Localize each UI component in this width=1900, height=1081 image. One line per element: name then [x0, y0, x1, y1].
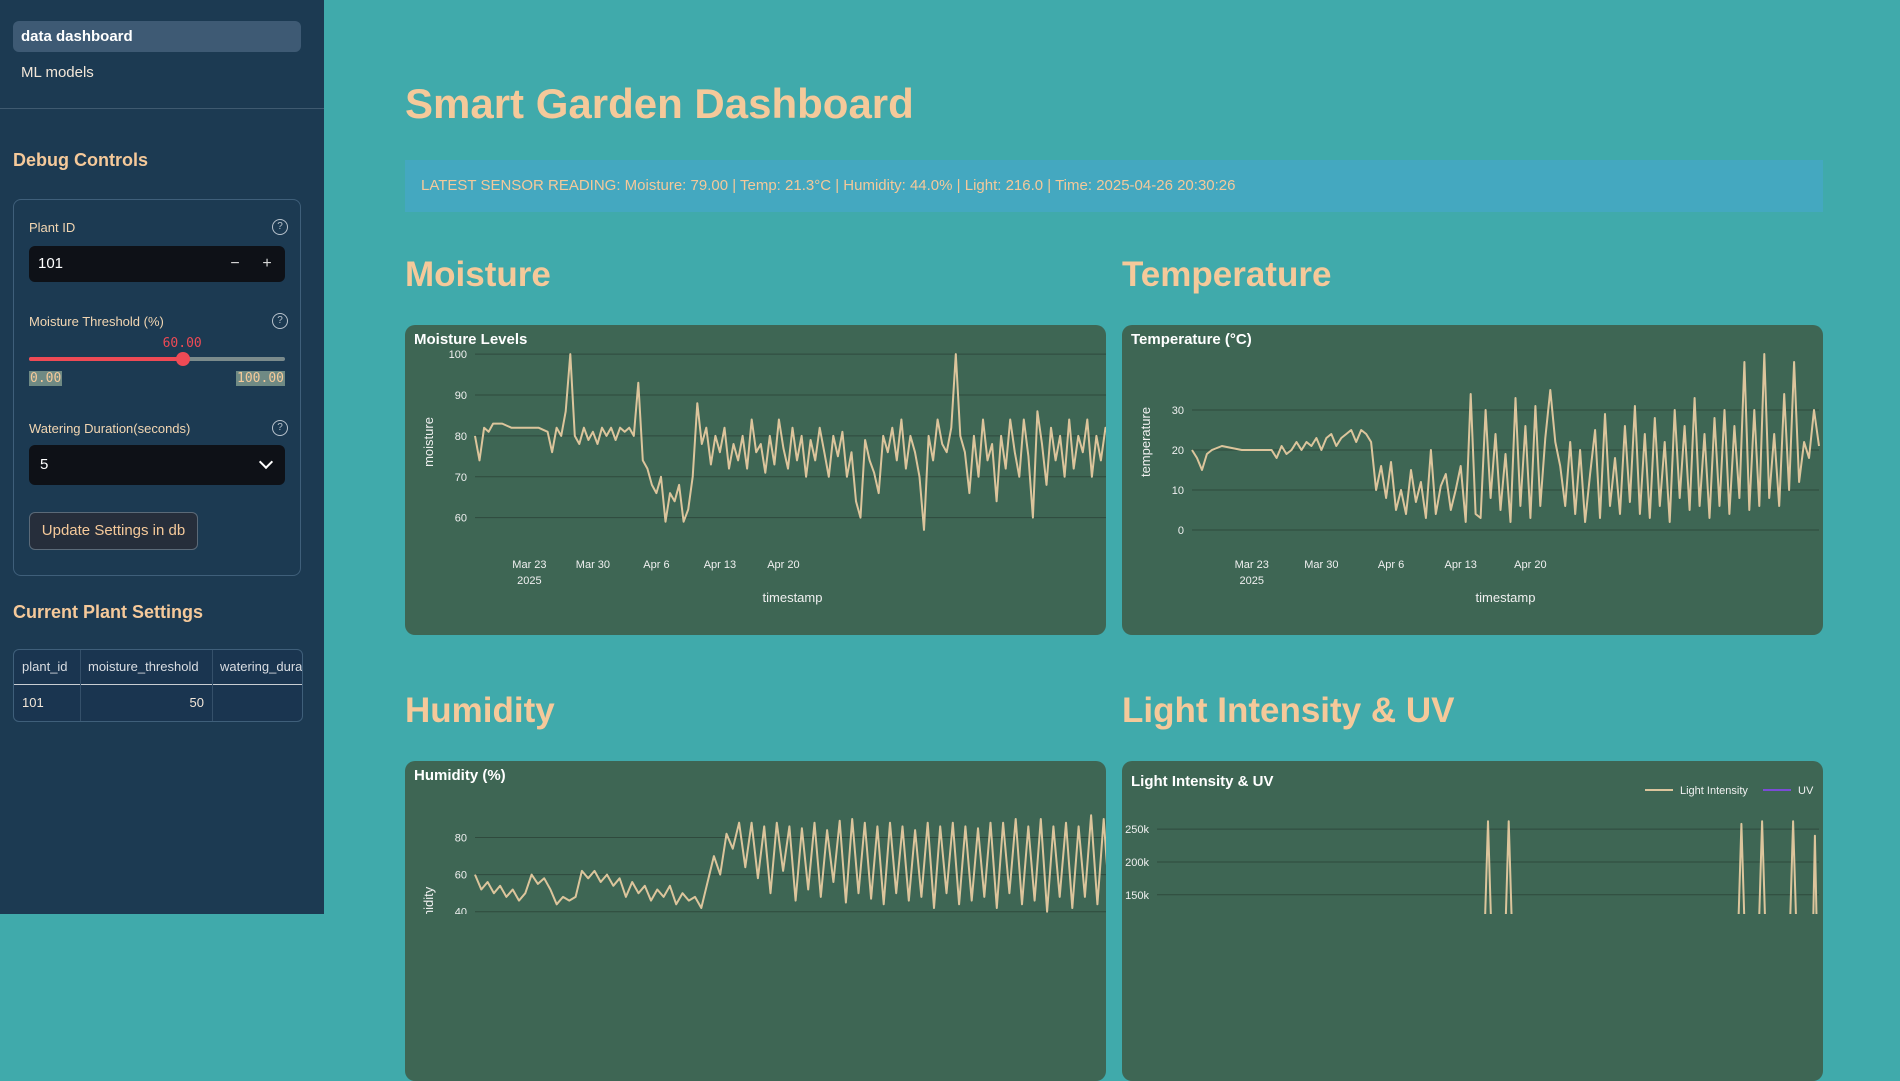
y-tick-label: 200k	[1125, 857, 1149, 869]
y-tick-label: 100	[449, 349, 467, 361]
x-tick-label: Apr 6	[643, 559, 669, 571]
latest-reading-banner: LATEST SENSOR READING: Moisture: 79.00 |…	[405, 160, 1823, 212]
update-settings-button[interactable]: Update Settings in db	[29, 512, 198, 550]
chevron-down-icon	[258, 454, 274, 470]
current-settings-heading: Current Plant Settings	[13, 602, 204, 622]
x-tick-label: Mar 23	[512, 559, 546, 571]
x-tick-label: Mar 30	[1304, 559, 1338, 571]
humidity-chart-svg: 40 60 80 humidity	[421, 814, 1106, 914]
x-tick-label: Apr 13	[1445, 559, 1477, 571]
plant-id-input[interactable]: 101 − +	[29, 246, 285, 282]
decrement-button[interactable]: −	[230, 255, 240, 272]
y-tick-label: 20	[1172, 445, 1184, 457]
legend-label: UV	[1798, 785, 1814, 797]
help-icon[interactable]: ?	[272, 420, 288, 436]
x-axis-label: timestamp	[1476, 590, 1536, 605]
series-line	[474, 814, 1106, 913]
light-uv-chart[interactable]: Light Intensity & UV 150k 200k 250k Light I…	[1122, 761, 1823, 1081]
x-tick-label: Apr 6	[1378, 559, 1404, 571]
table-header-watering-duration[interactable]: watering_dura	[220, 659, 302, 674]
debug-controls-heading: Debug Controls	[13, 150, 148, 170]
series-line	[1191, 353, 1820, 523]
y-tick-label: 10	[1172, 485, 1184, 497]
section-title-humidity: Humidity	[405, 691, 555, 730]
plant-settings-table[interactable]: plant_id moisture_threshold watering_dur…	[13, 649, 303, 722]
y-tick-label: 250k	[1125, 824, 1149, 836]
y-axis-label: moisture	[421, 417, 436, 467]
y-tick-label: 70	[455, 472, 467, 484]
y-axis-label: humidity	[421, 886, 436, 914]
legend-label: Light Intensity	[1680, 785, 1748, 797]
moisture-threshold-label: Moisture Threshold (%)	[29, 314, 164, 329]
light-uv-chart-svg: 150k 200k 250k Light Intensity UV	[1125, 785, 1819, 914]
slider-min-label: 0.00	[29, 371, 63, 386]
watering-duration-value: 5	[40, 456, 49, 473]
y-axis-label: temperature	[1138, 407, 1153, 477]
x-tick-year: 2025	[1239, 575, 1263, 587]
y-tick-label: 0	[1178, 525, 1184, 537]
watering-duration-select[interactable]: 5	[29, 445, 285, 485]
slider-thumb[interactable]	[175, 352, 190, 366]
chart-title: Humidity (%)	[414, 767, 506, 784]
y-tick-label: 80	[455, 833, 467, 845]
temperature-chart-svg: 0 10 20 30 Mar 23 2025 Mar 30 Apr 6 Apr 13 Apr 20…	[1138, 353, 1820, 605]
y-tick-label: 60	[455, 513, 467, 525]
y-tick-label: 40	[455, 907, 467, 914]
moisture-chart-svg: 60 70 80 90 100 Mar 23 2025 Mar 30 Apr 6 Apr 13 Ap…	[421, 349, 1106, 605]
section-title-temperature: Temperature	[1122, 255, 1332, 294]
table-header-divider	[14, 684, 302, 685]
table-cell-moisture-threshold[interactable]: 50	[189, 695, 204, 710]
sidebar-divider	[0, 108, 324, 109]
chart-title: Temperature (°C)	[1131, 331, 1252, 348]
sidebar: data dashboard ML models Debug Controls …	[0, 0, 324, 914]
moisture-chart[interactable]: Moisture Levels 60 70 80 90 100 Mar 23 2025 Mar…	[405, 325, 1106, 635]
section-title-moisture: Moisture	[405, 255, 551, 294]
table-header-plant-id[interactable]: plant_id	[22, 659, 68, 674]
y-tick-label: 30	[1172, 405, 1184, 417]
table-cell-watering-duration[interactable]	[212, 686, 302, 720]
plant-id-value[interactable]: 101	[38, 255, 64, 272]
watering-duration-label: Watering Duration(seconds)	[29, 421, 191, 436]
series-line	[1484, 820, 1818, 914]
x-tick-year: 2025	[517, 575, 541, 587]
debug-controls-form: Plant ID ? 101 − + Moisture Threshold (%…	[13, 199, 301, 576]
temperature-chart[interactable]: Temperature (°C) 0 10 20 30 Mar 23 2025 Mar 30…	[1122, 325, 1823, 635]
y-tick-label: 90	[455, 390, 467, 402]
increment-button[interactable]: +	[262, 255, 272, 272]
x-tick-label: Mar 30	[576, 559, 610, 571]
column-divider	[212, 650, 213, 721]
moisture-threshold-slider[interactable]	[29, 352, 285, 366]
section-title-light: Light Intensity & UV	[1122, 691, 1455, 730]
nav-data-dashboard[interactable]: data dashboard	[13, 21, 301, 52]
slider-current-value: 60.00	[162, 336, 202, 351]
help-icon[interactable]: ?	[272, 219, 288, 235]
slider-fill	[29, 357, 183, 361]
page-title: Smart Garden Dashboard	[405, 80, 914, 127]
help-icon[interactable]: ?	[272, 313, 288, 329]
x-axis-label: timestamp	[763, 590, 823, 605]
x-tick-label: Apr 20	[1514, 559, 1546, 571]
y-tick-label: 80	[455, 431, 467, 443]
x-tick-label: Apr 20	[767, 559, 799, 571]
chart-title: Light Intensity & UV	[1131, 773, 1274, 790]
plant-id-label: Plant ID	[29, 220, 76, 235]
nav-ml-models[interactable]: ML models	[21, 64, 94, 81]
slider-max-label: 100.00	[236, 371, 285, 386]
table-cell-plant-id[interactable]: 101	[22, 695, 44, 710]
column-divider	[80, 650, 81, 721]
y-tick-label: 60	[455, 870, 467, 882]
y-tick-label: 150k	[1125, 890, 1149, 902]
table-header-moisture-threshold[interactable]: moisture_threshold	[88, 659, 199, 674]
x-tick-label: Mar 23	[1235, 559, 1269, 571]
x-tick-label: Apr 13	[704, 559, 736, 571]
chart-title: Moisture Levels	[414, 331, 528, 348]
humidity-chart[interactable]: Humidity (%) 40 60 80 humidity	[405, 761, 1106, 1081]
series-line	[474, 353, 1106, 531]
